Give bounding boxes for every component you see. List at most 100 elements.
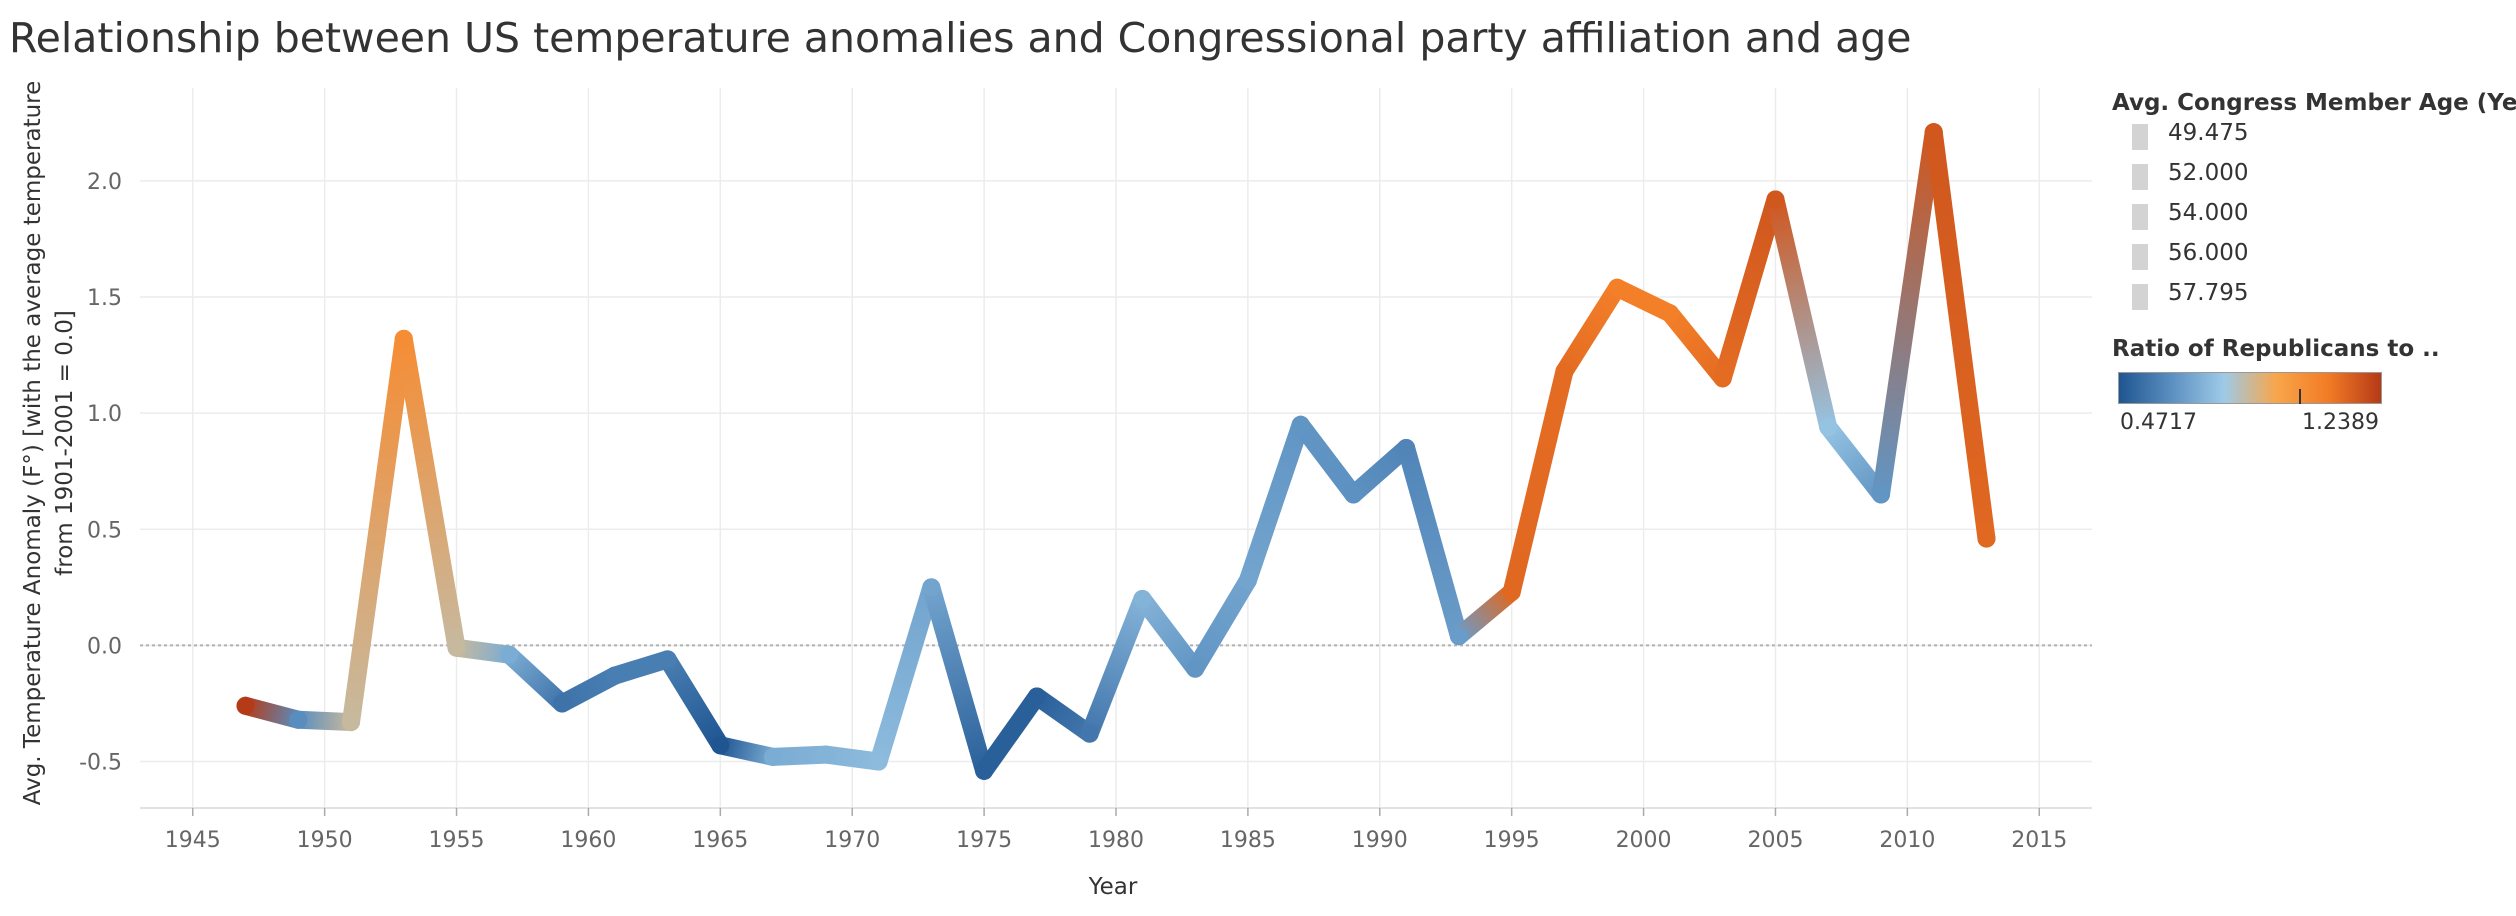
data-point [1449,627,1468,646]
x-tick-label: 1945 [165,828,221,853]
data-point [1660,304,1679,323]
size-legend-swatch [2132,244,2148,270]
size-legend-swatch [2132,124,2148,150]
data-point [922,578,941,597]
y-axis-title-line2: from 1901-2001 = 0.0] [52,310,78,576]
data-point [1502,583,1521,601]
line-segment [1766,190,1838,437]
y-tick-label: 2.0 [87,170,122,195]
line-segment [500,645,572,713]
data-point [1238,571,1257,590]
line-segment [1819,418,1890,504]
color-legend-title: Ratio of Republicans to .. [2112,336,2440,362]
data-point [1397,439,1416,457]
chart-title: Relationship between US temperature anom… [9,14,1912,62]
line-segment [1502,362,1574,601]
data-point [658,650,677,669]
data-point [1555,362,1574,381]
x-tick-label: 2000 [1616,828,1672,853]
legend: Avg. Congress Member Age (Years) 49.475 5… [2112,90,2516,440]
data-point [1766,190,1785,209]
data-point [1819,418,1838,437]
line-segment [975,687,1046,780]
line-segment [1449,583,1521,646]
size-legend-label: 57.795 [2168,280,2249,306]
size-legend-swatch [2132,284,2148,310]
line-segment [605,650,677,685]
size-legend-title: Avg. Congress Member Age (Years) [2112,90,2516,116]
data-point [1344,485,1363,504]
line-chart: 1945 1950 1955 1960 1965 1970 1975 1980 1985 1990… [20,81,2092,900]
line-segment [1555,278,1627,381]
data-point [764,747,783,766]
data-point [342,713,361,732]
data-point [500,645,519,664]
x-tick-label: 1995 [1484,828,1540,853]
color-ramp-max-label: 1.2389 [2302,410,2379,435]
size-legend-label: 52.000 [2168,160,2249,186]
size-legend-label: 56.000 [2168,240,2249,266]
x-tick-label: 1975 [956,828,1012,853]
data-point [289,710,308,729]
y-tick-label: 1.5 [87,286,122,311]
line-segment [553,666,624,713]
line-segment [1660,304,1732,388]
line-segment [922,578,994,780]
size-legend-item: 56.000 [2112,236,2512,276]
y-tick-label: 0.5 [87,518,122,543]
data-point [1871,485,1890,504]
color-ramp-labels: 0.4717 1.2389 [2112,410,2512,440]
size-legend-item: 52.000 [2112,156,2512,196]
x-tick-label: 1985 [1220,828,1276,853]
data-point [1291,415,1310,434]
y-tick-label: 1.0 [87,402,122,427]
y-axis-title-line1: Avg. Temperature Anomaly (F°) [with the … [20,81,46,806]
line-segment [1027,687,1099,743]
data-point [1186,659,1205,678]
x-tick-label: 1950 [297,828,353,853]
data-point [1977,529,1996,548]
series-line [236,123,1996,780]
data-point [553,694,572,713]
data-point [1027,687,1046,706]
line-segment [1238,415,1310,590]
data-point [394,329,413,348]
line-segment [1291,415,1363,504]
data-point [975,761,994,780]
line-segment [1133,589,1205,678]
color-ramp-min-label: 0.4717 [2120,410,2197,435]
data-point [1924,123,1943,142]
gridlines [140,88,2092,808]
size-legend-items: 49.475 52.000 54.000 56.000 57.795 [2112,116,2512,316]
x-tick-label: 2015 [2011,828,2067,853]
data-point [1608,278,1627,297]
line-segment [1713,190,1785,388]
y-axis-ticks: -0.5 0.0 0.5 1.0 1.5 2.0 [79,170,122,776]
size-legend-item: 54.000 [2112,196,2512,236]
y-tick-label: 0.0 [87,634,122,659]
data-point [605,666,624,685]
data-point [447,638,466,657]
size-legend-label: 49.475 [2168,120,2249,146]
line-segment [394,329,466,657]
size-legend-item: 57.795 [2112,276,2512,316]
data-point [869,752,888,771]
line-segment [658,650,730,755]
line-segment [1924,123,1996,548]
x-tick-label: 1965 [692,828,748,853]
line-segment [1397,439,1468,646]
color-ramp-marker [2299,389,2301,404]
line-segment [1608,278,1679,323]
x-tick-label: 2010 [1879,828,1935,853]
data-point [1133,589,1152,608]
x-tick-label: 1960 [560,828,616,853]
color-ramp [2118,372,2382,404]
line-segment [869,578,941,771]
x-tick-label: 1955 [429,828,485,853]
line-segment [236,696,308,729]
size-legend-label: 54.000 [2168,200,2249,226]
line-segment [1080,589,1152,743]
size-legend-item: 49.475 [2112,116,2512,156]
x-tick-label: 1990 [1352,828,1408,853]
line-segment [1186,571,1257,678]
